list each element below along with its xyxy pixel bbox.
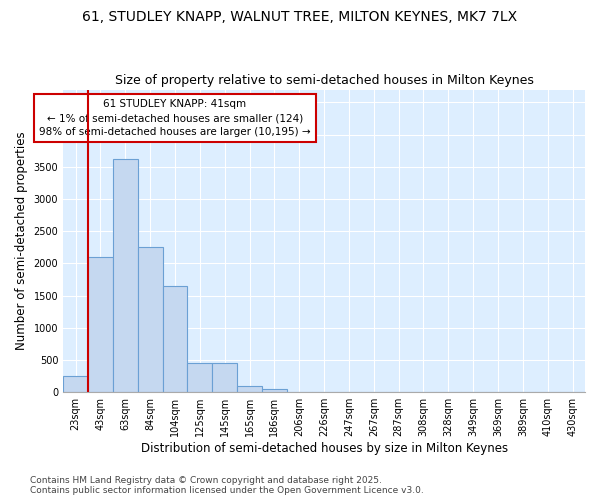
Bar xyxy=(187,363,212,392)
Bar xyxy=(63,376,88,392)
Text: 61, STUDLEY KNAPP, WALNUT TREE, MILTON KEYNES, MK7 7LX: 61, STUDLEY KNAPP, WALNUT TREE, MILTON K… xyxy=(82,10,518,24)
Text: 61 STUDLEY KNAPP: 41sqm
← 1% of semi-detached houses are smaller (124)
98% of se: 61 STUDLEY KNAPP: 41sqm ← 1% of semi-det… xyxy=(39,99,311,137)
Bar xyxy=(138,248,163,392)
Text: Contains HM Land Registry data © Crown copyright and database right 2025.
Contai: Contains HM Land Registry data © Crown c… xyxy=(30,476,424,495)
Bar xyxy=(262,389,287,392)
Bar xyxy=(163,286,187,392)
X-axis label: Distribution of semi-detached houses by size in Milton Keynes: Distribution of semi-detached houses by … xyxy=(140,442,508,455)
Bar xyxy=(88,257,113,392)
Title: Size of property relative to semi-detached houses in Milton Keynes: Size of property relative to semi-detach… xyxy=(115,74,533,87)
Bar xyxy=(237,386,262,392)
Bar xyxy=(113,159,138,392)
Y-axis label: Number of semi-detached properties: Number of semi-detached properties xyxy=(15,132,28,350)
Bar xyxy=(212,363,237,392)
